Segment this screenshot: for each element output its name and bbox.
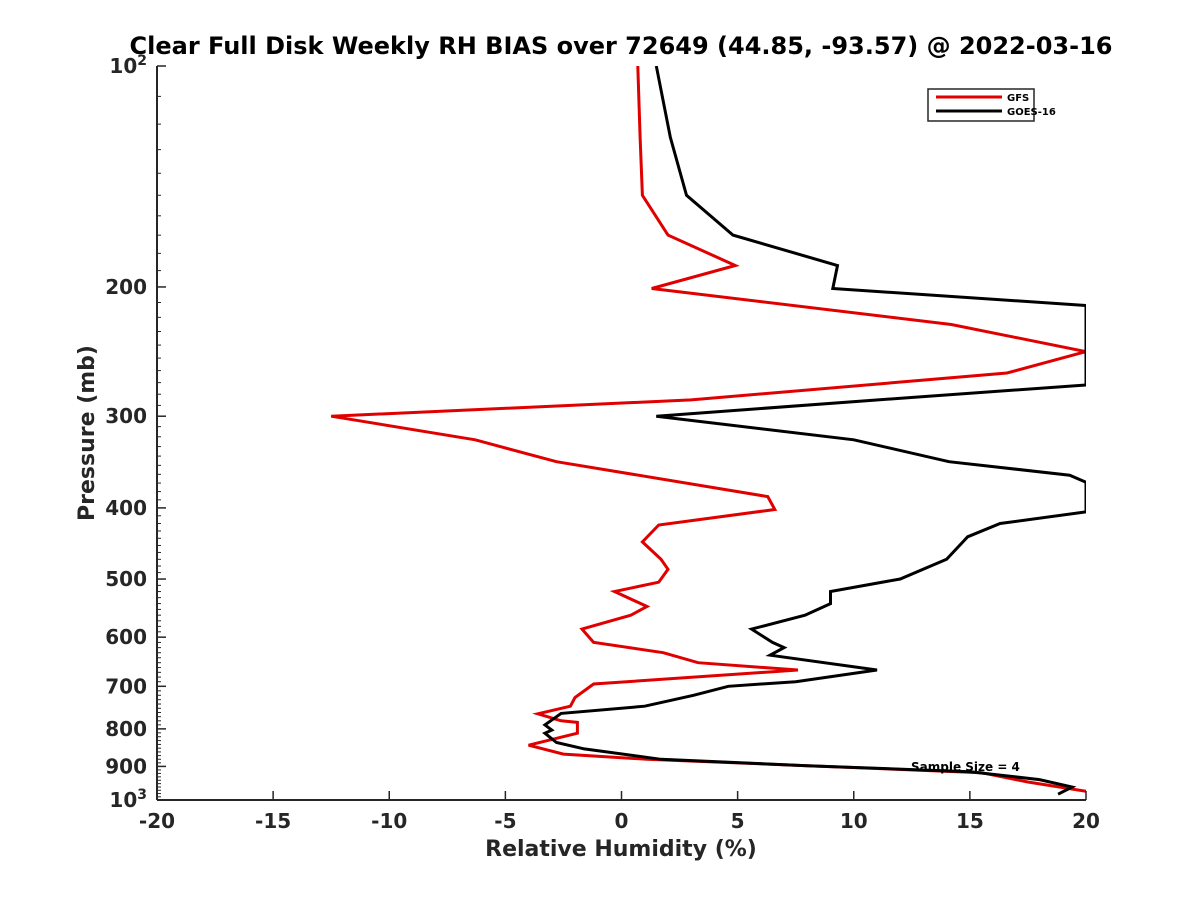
y-tick-labels: 102 200 300 400 500 600 700 800 900 103 [105, 53, 147, 812]
legend: GFS GOES-16 [927, 88, 1056, 122]
sample-size-annotation: Sample Size = 4 [911, 760, 1020, 774]
y-tick-label: 900 [105, 754, 147, 778]
y-tick-label: 103 [109, 787, 147, 812]
chart-title: Clear Full Disk Weekly RH BIAS over 7264… [130, 32, 1113, 60]
plot-area [330, 66, 1086, 796]
x-tick-label: -20 [139, 809, 175, 833]
y-tick-label: 700 [105, 674, 147, 698]
x-tick-label: -5 [494, 809, 516, 833]
y-tick-label: 400 [105, 496, 147, 520]
legend-box [927, 88, 1035, 122]
legend-label-gfs: GFS [1007, 93, 1029, 104]
legend-label-goes16: GOES-16 [1007, 107, 1056, 118]
x-axis-label: Relative Humidity (%) [485, 837, 757, 862]
axes-layer [156, 65, 1087, 801]
y-tick-label: 600 [105, 625, 147, 649]
x-tick-label: 0 [615, 809, 629, 833]
x-tick-label: -10 [371, 809, 407, 833]
x-tick-label: 5 [731, 809, 745, 833]
y-tick-label: 200 [105, 275, 147, 299]
x-tick-label: 20 [1072, 809, 1100, 833]
series-line-goes16 [542, 66, 1086, 796]
y-tick-label: 500 [105, 567, 147, 591]
series-line-gfs [330, 66, 1086, 793]
series-layer [330, 66, 1086, 796]
x-tick-label: 10 [840, 809, 868, 833]
y-tick-label: 800 [105, 717, 147, 741]
y-tick-label: 102 [109, 53, 147, 78]
x-tick-labels: -20 -15 -10 -5 0 5 10 15 20 [139, 809, 1100, 833]
x-tick-label: 15 [956, 809, 984, 833]
y-tick-label: 300 [105, 404, 147, 428]
x-tick-label: -15 [255, 809, 291, 833]
y-axis-label: Pressure (mb) [75, 345, 100, 521]
